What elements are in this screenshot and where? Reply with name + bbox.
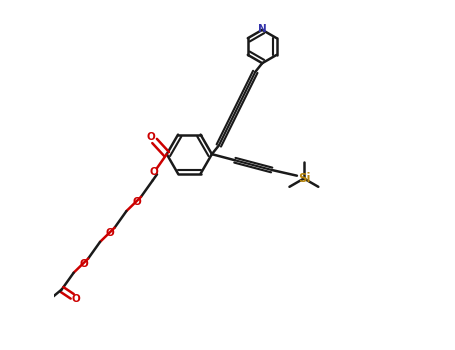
Text: O: O — [106, 228, 115, 238]
Text: Si: Si — [298, 172, 310, 185]
Text: O: O — [149, 167, 158, 176]
Text: O: O — [79, 259, 88, 269]
Text: O: O — [146, 132, 155, 142]
Text: O: O — [71, 294, 80, 304]
Text: N: N — [258, 24, 267, 34]
Text: O: O — [132, 197, 141, 207]
